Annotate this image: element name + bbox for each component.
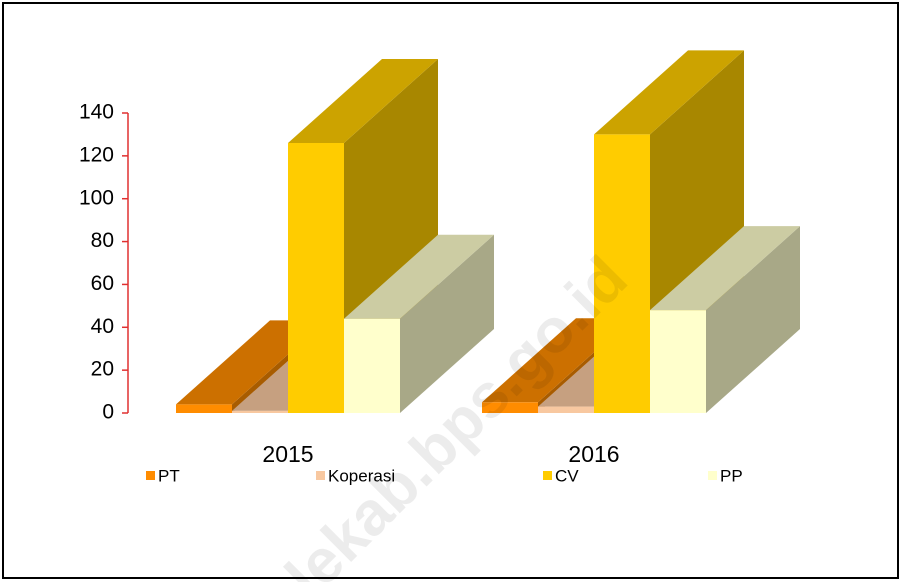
y-tick-label: 100 [79, 186, 114, 209]
y-tick-label: 60 [91, 272, 114, 295]
bar [344, 234, 494, 413]
legend-label: Koperasi [328, 466, 395, 485]
legend-swatch [316, 471, 325, 480]
x-tick-label: 2015 [262, 441, 313, 467]
bar-front [538, 406, 594, 413]
y-tick-label: 20 [91, 358, 114, 381]
bar [650, 226, 800, 413]
legend-swatch [708, 471, 717, 480]
bar-side [400, 234, 494, 413]
y-tick-label: 80 [91, 229, 114, 252]
legend-label: CV [555, 466, 579, 485]
y-tick-label: 40 [91, 315, 114, 338]
legend-label: PP [720, 466, 743, 485]
legend-label: PT [158, 466, 180, 485]
bar-top [344, 234, 494, 319]
bar-top [650, 226, 800, 311]
y-tick-label: 140 [79, 101, 114, 124]
bar-top [288, 59, 438, 143]
bar-front [344, 318, 400, 413]
bar-front [650, 310, 706, 413]
bar-front [594, 134, 650, 413]
bar-front [232, 410, 288, 413]
bar-front [288, 143, 344, 413]
x-tick-label: 2016 [568, 441, 619, 467]
legend-swatch [146, 471, 155, 480]
bar-side [706, 226, 800, 413]
y-tick-label: 0 [102, 401, 114, 424]
bar-front [482, 402, 538, 413]
bar-top [594, 50, 744, 135]
y-tick-label: 120 [79, 143, 114, 166]
bar-front [176, 404, 232, 413]
legend-swatch [543, 471, 552, 480]
